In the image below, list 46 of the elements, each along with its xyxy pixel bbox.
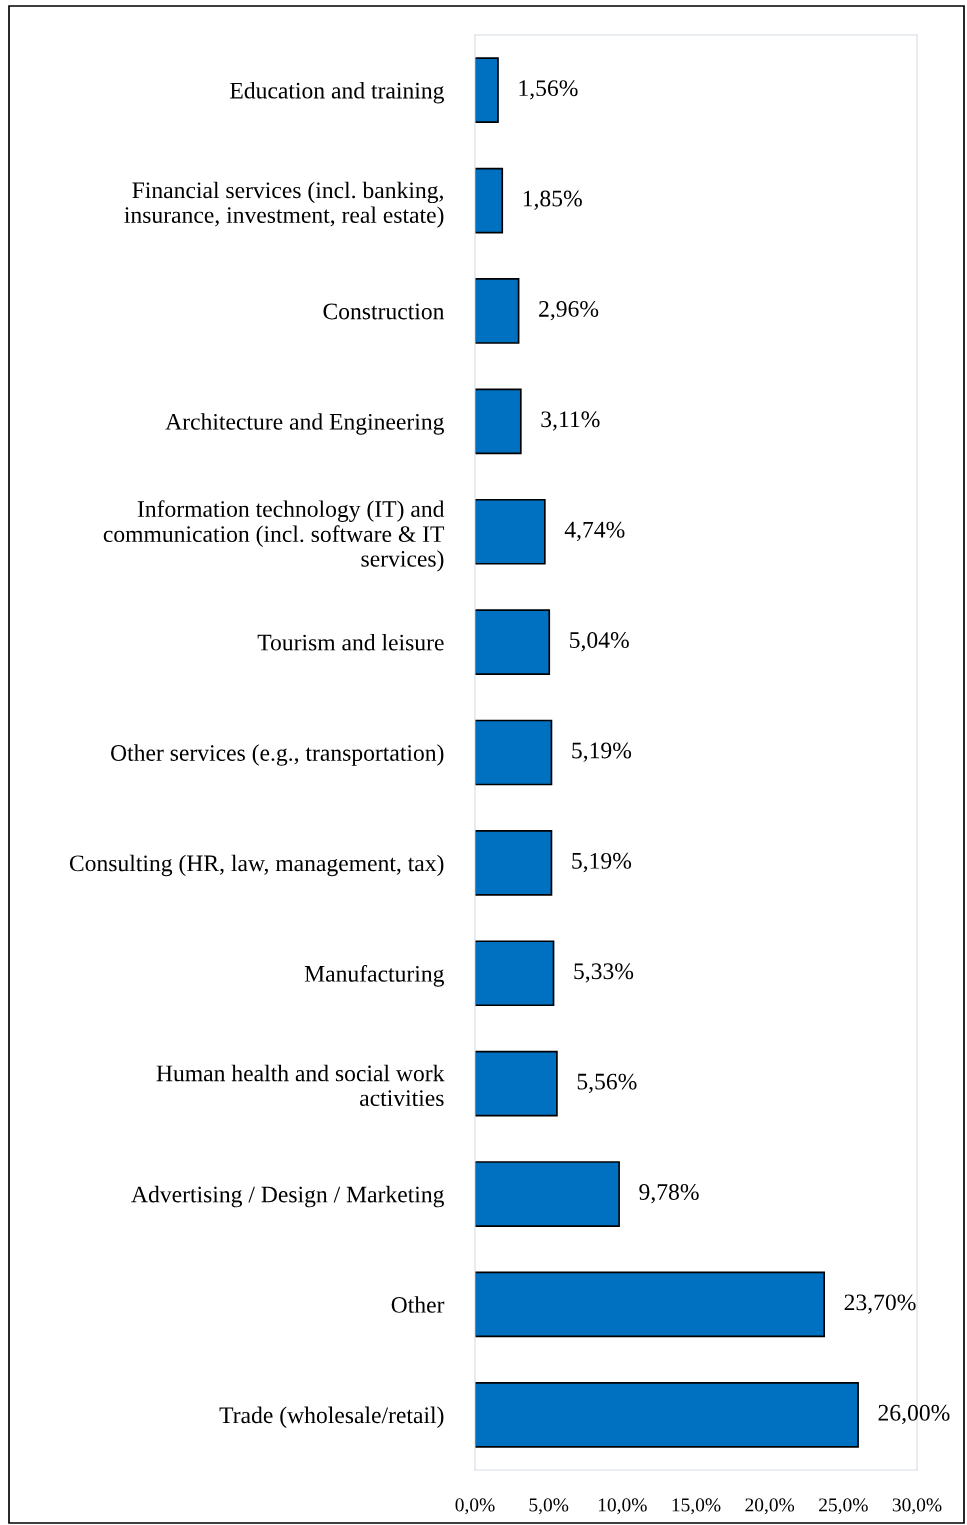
bar bbox=[475, 57, 499, 124]
y-tick-label: Architecture and Engineering bbox=[165, 413, 444, 435]
y-tick-label: Human health and social work activities bbox=[156, 1064, 445, 1107]
data-label: 26,00% bbox=[878, 1404, 950, 1425]
y-tick-label: Education and training bbox=[230, 82, 444, 104]
x-tick-label: 30,0% bbox=[892, 1498, 942, 1515]
y-tick-label: Financial services (incl. banking, insurance, investment, real estate) bbox=[124, 181, 444, 228]
x-tick-label: 0,0% bbox=[455, 1498, 495, 1515]
data-label: 5,33% bbox=[574, 963, 634, 983]
y-tick-label: Other services (e.g., transportation) bbox=[111, 744, 444, 766]
data-label: 9,78% bbox=[639, 1184, 699, 1204]
bar bbox=[475, 388, 522, 455]
data-label: 1,56% bbox=[519, 80, 578, 100]
bar bbox=[475, 278, 520, 344]
x-tick-label: 25,0% bbox=[819, 1498, 868, 1515]
data-label: 1,85% bbox=[523, 190, 582, 210]
x-tick-label: 5,0% bbox=[529, 1498, 569, 1515]
x-tick-label: 10,0% bbox=[598, 1498, 647, 1515]
data-label: 3,11% bbox=[541, 411, 600, 431]
y-tick-label: Information technology (IT) and communication (incl. software & IT services) bbox=[103, 500, 445, 572]
y-tick-label: Manufacturing bbox=[304, 964, 444, 987]
bar bbox=[475, 498, 546, 565]
data-label: 23,70% bbox=[844, 1294, 916, 1314]
data-label: 5,19% bbox=[572, 852, 632, 873]
y-tick-label: Construction bbox=[323, 303, 445, 320]
y-tick-label: Trade (wholesale/retail) bbox=[219, 1406, 444, 1429]
y-tick-label: Other bbox=[391, 1296, 445, 1313]
data-label: 5,04% bbox=[570, 632, 629, 652]
y-tick-label: Advertising / Design / Marketing bbox=[131, 1185, 444, 1208]
y-tick-label: Tourism and leisure bbox=[257, 633, 444, 651]
bar bbox=[475, 1381, 859, 1448]
data-label: 5,56% bbox=[577, 1073, 637, 1093]
data-label: 5,19% bbox=[572, 742, 632, 762]
bar bbox=[475, 609, 551, 675]
bar bbox=[475, 940, 555, 1007]
bar bbox=[475, 830, 553, 896]
x-tick-label: 15,0% bbox=[672, 1498, 721, 1515]
data-label: 4,74% bbox=[564, 521, 625, 542]
bar bbox=[475, 1050, 558, 1117]
x-tick-label: 20,0% bbox=[745, 1498, 795, 1515]
data-label: 2,96% bbox=[539, 300, 599, 321]
bar bbox=[475, 167, 504, 234]
bar bbox=[475, 719, 553, 786]
y-tick-label: Consulting (HR, law, management, tax) bbox=[69, 854, 444, 877]
bar bbox=[475, 1161, 620, 1227]
bar bbox=[475, 1271, 826, 1338]
